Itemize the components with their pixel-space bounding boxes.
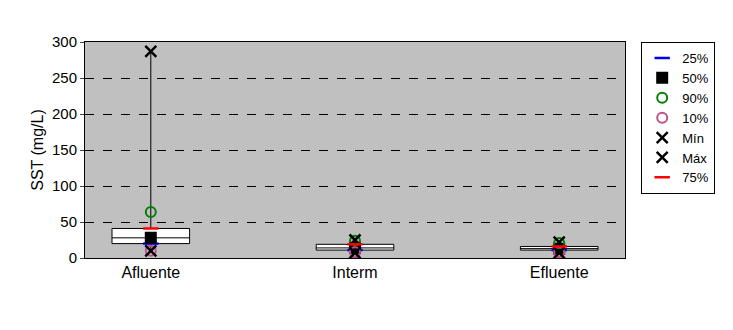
svg-text:Mín: Mín	[682, 131, 704, 146]
svg-text:100: 100	[52, 177, 77, 194]
svg-text:10%: 10%	[682, 111, 708, 126]
svg-text:250: 250	[52, 69, 77, 86]
svg-text:Interm: Interm	[332, 264, 377, 281]
svg-text:75%: 75%	[682, 170, 708, 185]
svg-text:Efluente: Efluente	[530, 264, 589, 281]
svg-text:Máx: Máx	[682, 151, 707, 166]
svg-text:Afluente: Afluente	[121, 264, 180, 281]
svg-text:200: 200	[52, 105, 77, 122]
svg-text:300: 300	[52, 33, 77, 50]
svg-text:0: 0	[69, 249, 77, 266]
svg-text:150: 150	[52, 141, 77, 158]
svg-text:50: 50	[60, 213, 77, 230]
svg-text:SST (mg/L): SST (mg/L)	[29, 109, 46, 191]
svg-text:90%: 90%	[682, 91, 708, 106]
svg-text:50%: 50%	[682, 71, 708, 86]
svg-text:25%: 25%	[682, 51, 708, 66]
